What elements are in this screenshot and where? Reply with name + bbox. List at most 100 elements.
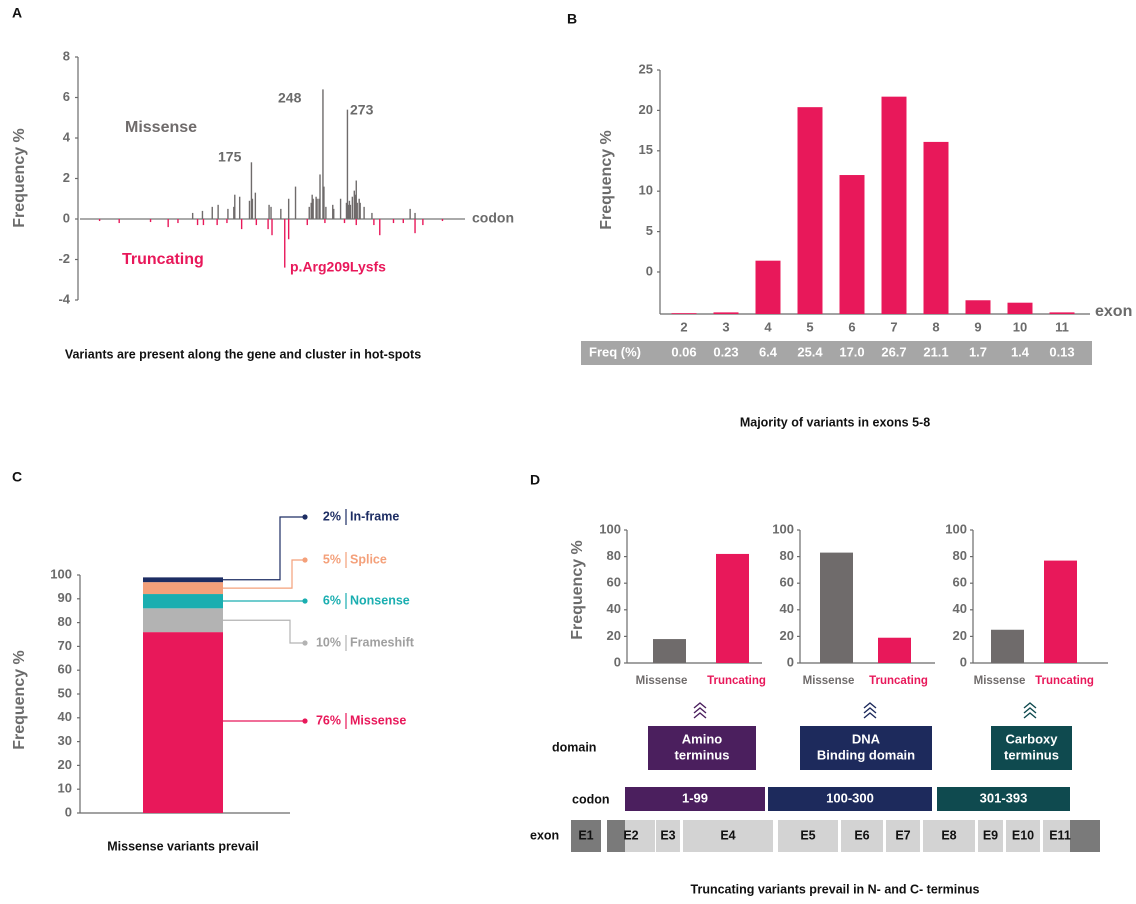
- value-label: 6%: [323, 593, 341, 607]
- annotation: p.Arg209Lysfs: [290, 259, 386, 275]
- y-tick-label: 15: [639, 142, 653, 157]
- domain-label: Carboxy: [1005, 731, 1058, 746]
- codon-label: 301-393: [980, 790, 1028, 805]
- exon-box: [978, 820, 1003, 852]
- table-value: 21.1: [923, 344, 948, 359]
- y-tick-label: 100: [50, 566, 72, 581]
- y-tick-label: 60: [607, 575, 621, 590]
- chevron: [863, 702, 877, 719]
- table-value: 0.06: [671, 344, 696, 359]
- exon-label: E5: [800, 828, 815, 842]
- table-row: [581, 341, 1092, 365]
- x-tick-label: 2: [680, 319, 687, 334]
- exon-box: [571, 820, 601, 852]
- leader-dot: [302, 557, 308, 563]
- y-tick-label: -2: [58, 251, 70, 266]
- bar: [839, 175, 865, 314]
- row-label: codon: [572, 792, 610, 806]
- exon-box: [778, 820, 838, 852]
- table-value: 17.0: [839, 344, 864, 359]
- table-value: 1.7: [969, 344, 987, 359]
- y-axis-label: Frequency %: [569, 540, 586, 640]
- value-label: 5%: [323, 552, 341, 566]
- domain-box: [991, 726, 1072, 770]
- x-tick-label: 7: [890, 319, 897, 334]
- domain-box: [648, 726, 756, 770]
- bar: [1049, 312, 1075, 314]
- exon-label: E8: [941, 828, 956, 842]
- y-tick-label: 30: [58, 733, 72, 748]
- x-tick-label: 8: [932, 319, 939, 334]
- table-label: Freq (%): [589, 344, 641, 359]
- value-label: 2%: [323, 509, 341, 523]
- exon-label: E1: [578, 828, 593, 842]
- y-tick-label: 10: [58, 781, 72, 796]
- legend-label: In-frame: [350, 509, 399, 523]
- exon-box: [886, 820, 920, 852]
- x-tick-label: 5: [806, 319, 813, 334]
- bar-segment: [143, 582, 223, 595]
- exon-label: E10: [1012, 828, 1034, 842]
- y-tick-label: 100: [599, 521, 621, 536]
- bar-segment: [143, 594, 223, 609]
- caption: Truncating variants prevail in N- and C-…: [691, 882, 980, 896]
- exon-box: [923, 820, 975, 852]
- exon-label: E4: [720, 828, 735, 842]
- legend-label: Frameshift: [350, 635, 415, 649]
- y-tick-label: 10: [639, 183, 653, 198]
- domain-label: terminus: [1004, 747, 1059, 762]
- bar: [671, 313, 697, 314]
- bar: [923, 141, 949, 314]
- y-tick-label: 25: [639, 61, 653, 76]
- leader-line: [223, 516, 305, 581]
- bar: [1044, 560, 1077, 663]
- bar: [797, 107, 823, 315]
- leader-dot: [302, 640, 308, 646]
- bar: [965, 300, 991, 314]
- y-tick-label: 4: [63, 129, 71, 144]
- domain-label: Binding domain: [817, 747, 915, 762]
- exon-label: E3: [660, 828, 675, 842]
- x-tick-label: 9: [974, 319, 981, 334]
- caption: Variants are present along the gene and …: [65, 347, 421, 361]
- table-value: 26.7: [881, 344, 906, 359]
- leader-line: [223, 619, 305, 644]
- chevrons: [693, 702, 1037, 719]
- panel-letter: A: [12, 5, 22, 21]
- exon-label: E11: [1049, 828, 1071, 842]
- domain-label: DNA: [852, 731, 881, 746]
- leader-dot: [302, 718, 308, 724]
- x-tick-label: 11: [1055, 319, 1069, 334]
- table-value: 6.4: [759, 344, 778, 359]
- bar-segment: [143, 577, 223, 583]
- codon-box: [768, 787, 932, 811]
- value-label: 10%: [316, 635, 341, 649]
- y-axis-label: Frequency %: [598, 130, 615, 230]
- x-tick-label: Missense: [803, 675, 855, 687]
- chevron: [1023, 702, 1037, 719]
- codon-box: [625, 787, 765, 811]
- series-label: Truncating: [122, 251, 204, 268]
- annotation: 248: [278, 90, 302, 106]
- chevron: [693, 702, 707, 719]
- y-tick-label: 20: [953, 628, 967, 643]
- annotation: 273: [350, 102, 374, 118]
- exon-label: E6: [854, 828, 869, 842]
- exon-box: [1006, 820, 1040, 852]
- table-value: 0.23: [713, 344, 738, 359]
- x-axis-label: exon: [1095, 303, 1132, 320]
- bar: [820, 552, 853, 663]
- exon-box: [683, 820, 773, 852]
- leader-dot: [302, 514, 308, 520]
- y-tick-label: 0: [646, 263, 653, 278]
- panel-letter: D: [530, 472, 540, 488]
- x-tick-label: Missense: [974, 675, 1026, 687]
- x-tick-label: Missense: [636, 675, 688, 687]
- exon-utr: [607, 820, 625, 852]
- x-axis-label: codon: [472, 210, 514, 226]
- y-tick-label: 5: [646, 223, 653, 238]
- y-tick-label: -4: [58, 291, 70, 306]
- y-axis-label: Frequency %: [11, 128, 28, 228]
- caption: Majority of variants in exons 5-8: [740, 415, 930, 429]
